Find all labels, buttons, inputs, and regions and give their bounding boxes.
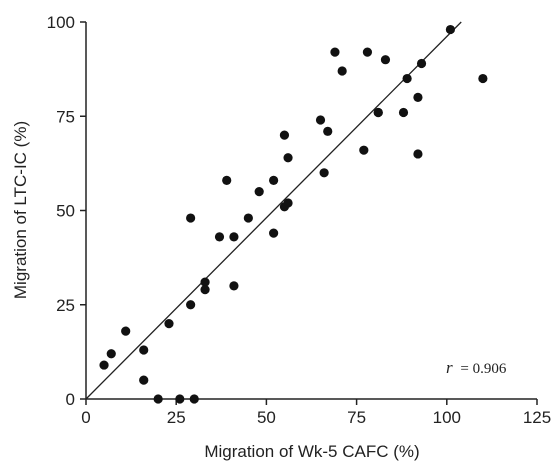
data-point [139, 375, 149, 385]
y-tick-label: 50 [56, 202, 75, 221]
x-tick-label: 125 [523, 408, 551, 427]
data-point [254, 187, 264, 197]
data-point [214, 232, 225, 242]
data-point [362, 47, 373, 57]
data-point [99, 360, 109, 370]
data-point [186, 300, 196, 310]
data-point [200, 277, 210, 287]
data-point [153, 394, 163, 404]
y-tick-label: 100 [47, 13, 75, 32]
data-point [269, 175, 279, 185]
data-point [413, 92, 423, 102]
data-point [222, 175, 232, 185]
y-tick-label: 0 [66, 390, 75, 409]
regression-line [85, 21, 462, 400]
data-point [243, 213, 253, 223]
data-point [106, 349, 116, 359]
data-point [229, 281, 239, 291]
data-point [269, 228, 279, 238]
data-points [99, 24, 488, 404]
data-point [323, 126, 333, 136]
y-tick-label: 75 [56, 107, 75, 126]
data-point [186, 213, 196, 223]
data-point [337, 66, 347, 76]
correlation-annotation: r = 0.906 [446, 358, 507, 377]
x-tick-label: 50 [257, 408, 276, 427]
data-point [164, 319, 174, 329]
data-point [359, 145, 369, 155]
data-point [315, 115, 326, 125]
data-point [283, 153, 293, 163]
x-ticks: 0 25 50 75 100 125 [81, 399, 551, 427]
data-point [398, 107, 409, 118]
data-point [416, 58, 427, 69]
data-point [200, 285, 210, 295]
data-point [373, 107, 383, 118]
x-axis-title: Migration of Wk-5 CAFC (%) [204, 442, 419, 461]
data-point [189, 394, 199, 404]
data-point [478, 73, 488, 84]
data-point [380, 55, 391, 65]
y-tick-label: 25 [56, 296, 75, 315]
data-point [283, 198, 293, 208]
x-tick-label: 75 [347, 408, 366, 427]
data-point [402, 73, 412, 84]
y-ticks: 0 25 50 75 100 [47, 13, 86, 409]
r-symbol: r [446, 358, 453, 377]
data-point [229, 232, 239, 242]
data-point [445, 24, 456, 35]
data-point [175, 394, 185, 404]
r-value: = 0.906 [460, 361, 506, 377]
data-point [330, 47, 340, 57]
data-point [319, 168, 329, 178]
x-tick-label: 0 [81, 408, 90, 427]
data-point [279, 130, 290, 140]
data-point [413, 149, 423, 159]
axes [85, 22, 537, 400]
x-tick-label: 25 [167, 408, 186, 427]
data-point [121, 326, 131, 336]
data-point [139, 345, 149, 355]
y-axis-title: Migration of LTC-IC (%) [11, 121, 30, 299]
x-tick-label: 100 [433, 408, 461, 427]
